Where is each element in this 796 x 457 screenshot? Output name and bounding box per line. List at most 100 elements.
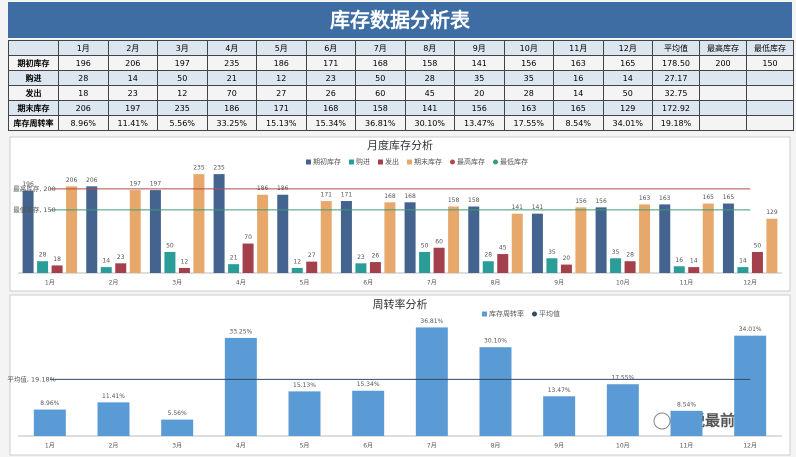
legend-label: 最高库存	[457, 157, 485, 166]
data-label: 156	[575, 198, 587, 205]
bar	[670, 410, 703, 436]
bar	[213, 174, 225, 273]
table-cell	[746, 70, 794, 86]
data-label: 17.55%	[611, 375, 634, 382]
bar	[766, 218, 778, 273]
table-cell: 36.81%	[355, 115, 406, 131]
table-cell: 23	[305, 70, 356, 86]
data-label: 15.34%	[357, 381, 380, 388]
data-label: 13.47%	[548, 387, 571, 394]
x-tick-label: 10月	[616, 443, 630, 450]
table-cell: 27.17	[652, 70, 700, 86]
bar	[543, 396, 576, 436]
bar	[161, 419, 194, 436]
data-label: 8.96%	[40, 400, 59, 407]
table-cell: 平均值	[652, 40, 700, 56]
data-table: 1月 2月 3月 4月 5月 6月 7月 8月 9月 10月 11月 12月 平均值 最高库存 最低库存 期初…	[8, 40, 794, 131]
data-label: 197	[150, 181, 162, 188]
bar	[448, 206, 460, 273]
bar	[51, 265, 63, 273]
table-cell: 12	[256, 70, 307, 86]
data-label: 27	[308, 252, 316, 259]
data-label: 171	[321, 192, 333, 199]
bar	[415, 327, 448, 436]
table-cell: 16	[553, 70, 604, 86]
x-tick-label: 5月	[300, 280, 310, 287]
data-label: 5.56%	[168, 410, 187, 417]
x-tick-label: 12月	[743, 280, 757, 287]
bar	[384, 202, 396, 273]
x-tick-label: 5月	[300, 443, 310, 450]
data-label: 最低库存, 150	[13, 205, 56, 214]
table-cell: 5.56%	[157, 115, 208, 131]
data-label: 156	[595, 198, 607, 205]
table-cell: 28	[58, 70, 109, 86]
data-label: 16	[675, 257, 683, 264]
data-label: 15.13%	[293, 382, 316, 389]
bar	[257, 194, 269, 273]
legend-label: 库存周转率	[489, 309, 524, 318]
data-label: 18	[53, 256, 61, 263]
data-label: 11.41%	[102, 393, 125, 400]
table-cell: 8月	[404, 40, 455, 56]
x-tick-label: 6月	[363, 280, 373, 287]
bar	[129, 190, 141, 273]
data-label: 235	[213, 165, 225, 172]
bar	[228, 264, 240, 273]
bar	[306, 261, 318, 273]
x-tick-label: 3月	[172, 443, 182, 450]
legend-label: 发出	[385, 157, 399, 166]
table-row: 购进 28 14 50 21 12 23 50 28 35 35 16 14 27.17	[8, 70, 794, 86]
table-cell: 235	[157, 100, 208, 116]
bar	[355, 263, 367, 273]
legend-label: 平均值	[539, 309, 560, 318]
x-tick-label: 2月	[109, 280, 119, 287]
legend-swatch	[450, 159, 455, 165]
data-label: 165	[703, 194, 715, 201]
data-label: 12	[181, 258, 189, 265]
data-label: 最高库存, 200	[13, 184, 56, 193]
table-cell: 186	[206, 100, 257, 116]
table-cell: 197	[107, 100, 158, 116]
legend-swatch	[493, 159, 498, 165]
table-cell: 5月	[256, 40, 307, 56]
x-tick-label: 4月	[236, 280, 246, 287]
x-tick-label: 6月	[363, 443, 373, 450]
bar	[404, 202, 416, 273]
data-label: 28	[484, 252, 492, 259]
data-label: 36.81%	[420, 318, 443, 325]
table-cell: 7月	[355, 40, 406, 56]
data-label: 141	[512, 204, 524, 211]
bar	[178, 267, 190, 273]
table-cell: 15.34%	[305, 115, 356, 131]
bar	[497, 254, 509, 273]
legend-swatch	[306, 159, 311, 165]
data-label: 12	[293, 258, 301, 265]
x-tick-label: 4月	[236, 443, 246, 450]
data-label: 168	[404, 193, 416, 200]
table-cell: 168	[305, 100, 356, 116]
x-tick-label: 9月	[554, 443, 564, 450]
bar	[224, 337, 257, 436]
bar	[624, 261, 636, 273]
bar	[479, 347, 512, 436]
table-cell: 1月	[58, 40, 109, 56]
table-cell: 最高库存	[699, 40, 747, 56]
data-label: 8.54%	[677, 401, 696, 408]
x-tick-label: 11月	[680, 443, 694, 450]
bar	[468, 206, 480, 273]
bar	[751, 251, 763, 273]
legend-swatch	[482, 311, 487, 317]
x-tick-label: 10月	[616, 280, 630, 287]
data-label: 21	[230, 255, 238, 262]
table-cell	[699, 70, 747, 86]
data-label: 50	[421, 242, 429, 249]
table-cell	[746, 100, 794, 116]
data-label: 28	[39, 252, 47, 259]
data-label: 30.10%	[484, 338, 507, 345]
table-cell: 购进	[8, 70, 59, 86]
table-row: 库存周转率 8.96% 11.41% 5.56% 33.25% 15.13% 15.34% 3…	[8, 115, 794, 131]
bar	[737, 267, 749, 273]
